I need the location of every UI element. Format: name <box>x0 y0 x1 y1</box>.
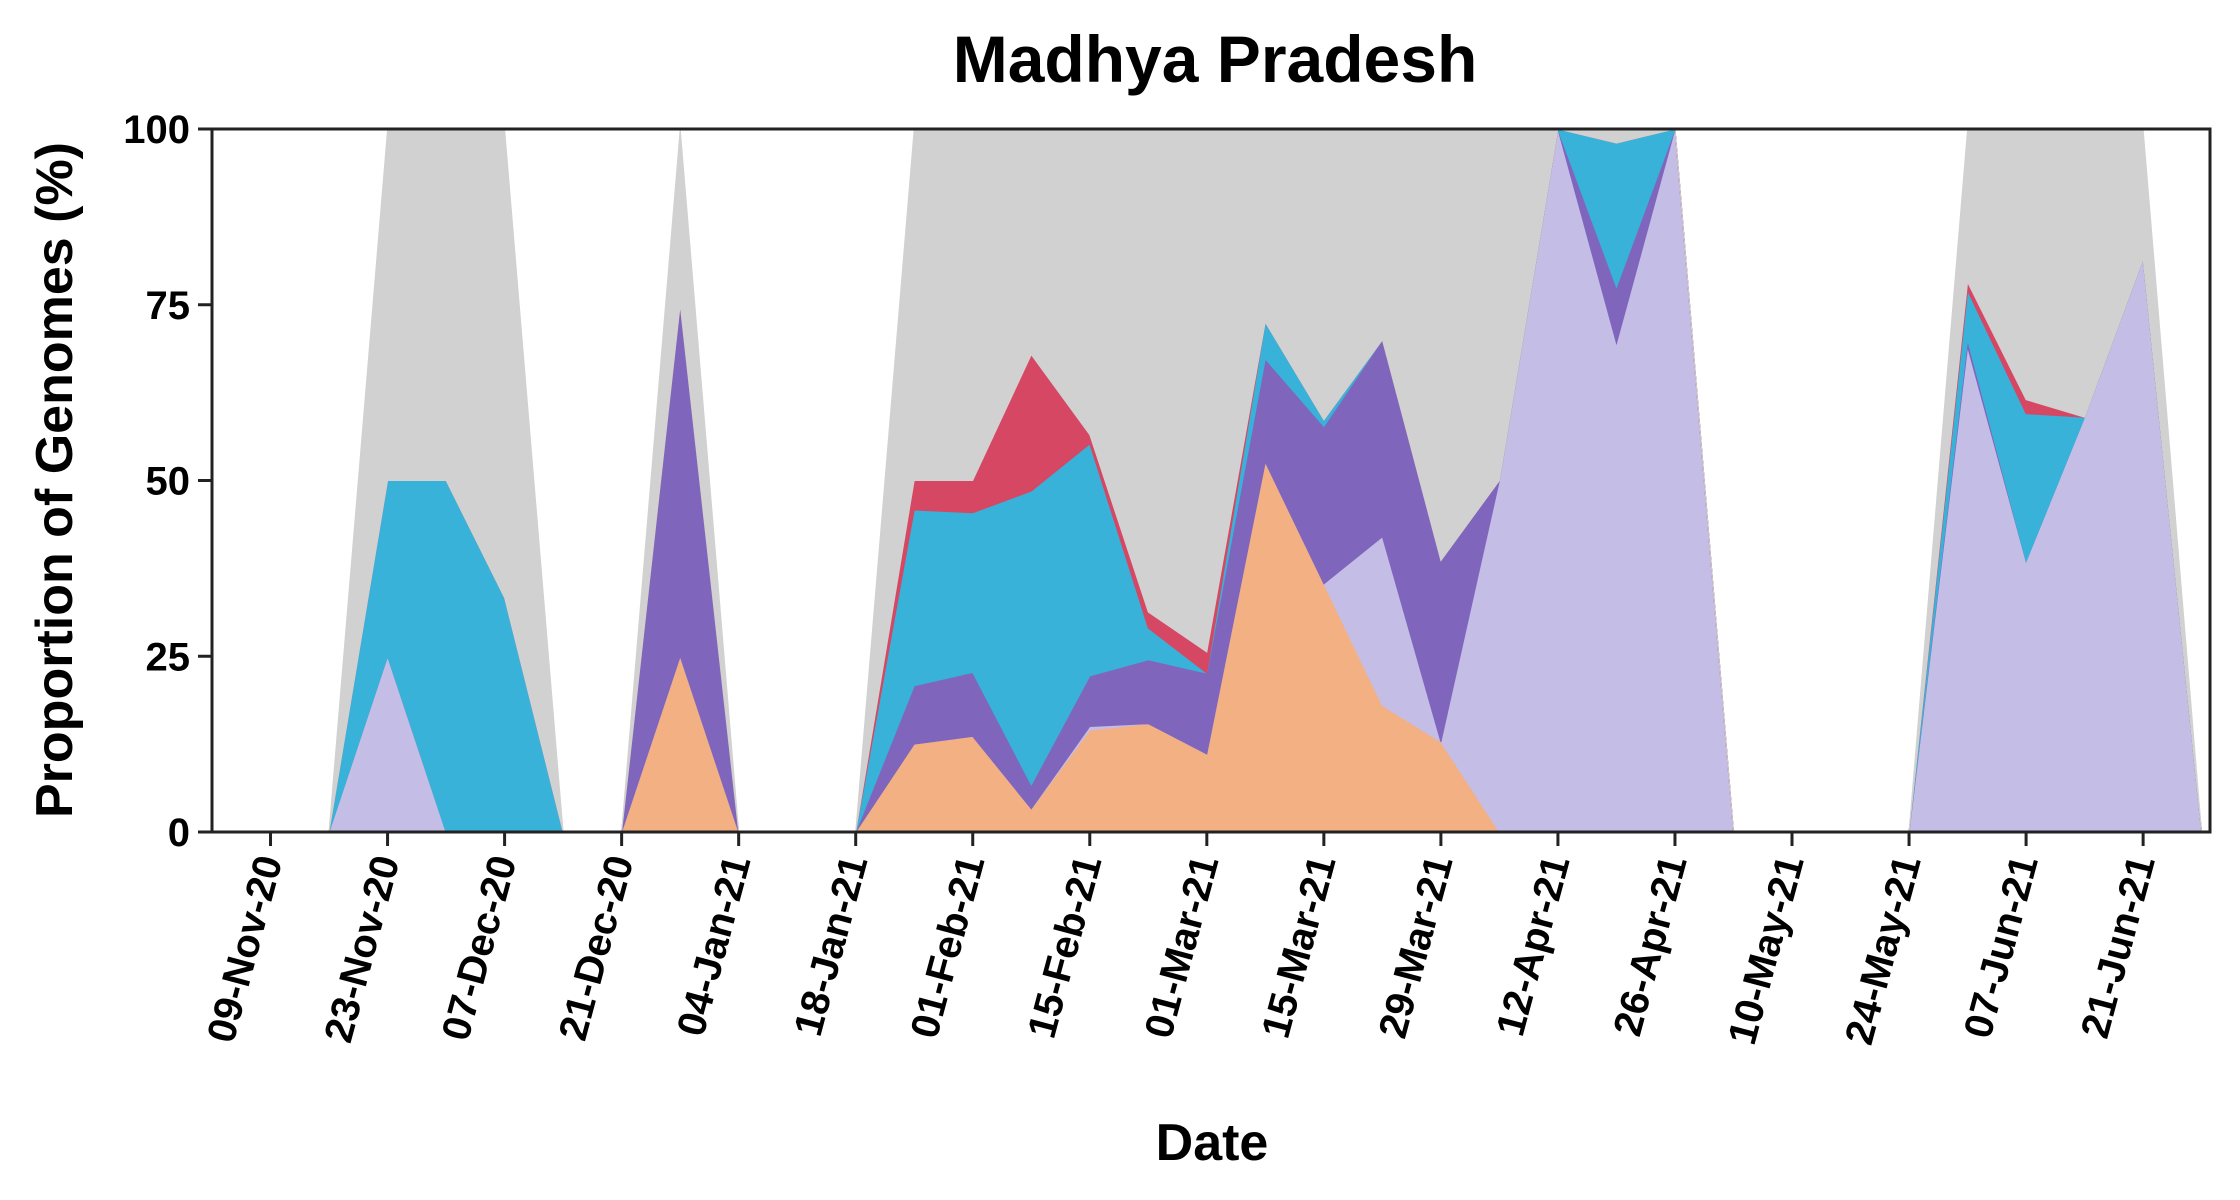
stacked-areas <box>270 127 2203 833</box>
x-tick-label: 21-Jun-21 <box>2073 851 2164 1043</box>
y-axis: 0 25 50 75 100 <box>123 108 212 855</box>
x-tick-label: 10-May-21 <box>1720 851 1813 1049</box>
x-tick-label: 23-Nov-20 <box>316 851 408 1047</box>
y-tick-label: 0 <box>168 811 190 855</box>
x-tick-label: 07-Jun-21 <box>1956 851 2047 1043</box>
y-tick-label: 100 <box>123 108 190 152</box>
x-tick-label: 15-Mar-21 <box>1254 851 1345 1043</box>
chart-title: Madhya Pradesh <box>953 22 1478 96</box>
x-tick-label: 29-Mar-21 <box>1371 851 1462 1043</box>
x-axis: 09-Nov-20 23-Nov-20 07-Dec-20 21-Dec-20 04-J… <box>199 832 2164 1049</box>
x-tick-label: 15-Feb-21 <box>1020 851 1111 1043</box>
x-axis-label: Date <box>1156 1114 1269 1172</box>
y-axis-label: Proportion of Genomes (%) <box>26 142 84 818</box>
x-tick-label: 18-Jan-21 <box>786 851 876 1041</box>
x-tick-label: 04-Jan-21 <box>669 851 759 1041</box>
x-tick-label: 26-Apr-21 <box>1605 851 1695 1041</box>
x-tick-label: 12-Apr-21 <box>1488 851 1578 1041</box>
x-tick-label: 21-Dec-20 <box>551 851 642 1045</box>
x-tick-label: 09-Nov-20 <box>199 851 291 1047</box>
y-tick-label: 75 <box>146 284 191 328</box>
x-tick-label: 01-Mar-21 <box>1137 851 1228 1043</box>
y-tick-label: 50 <box>146 460 191 504</box>
x-tick-label: 01-Feb-21 <box>903 851 994 1043</box>
x-tick-label: 07-Dec-20 <box>434 851 525 1045</box>
x-tick-label: 24-May-21 <box>1837 851 1930 1049</box>
y-tick-label: 25 <box>146 635 191 679</box>
